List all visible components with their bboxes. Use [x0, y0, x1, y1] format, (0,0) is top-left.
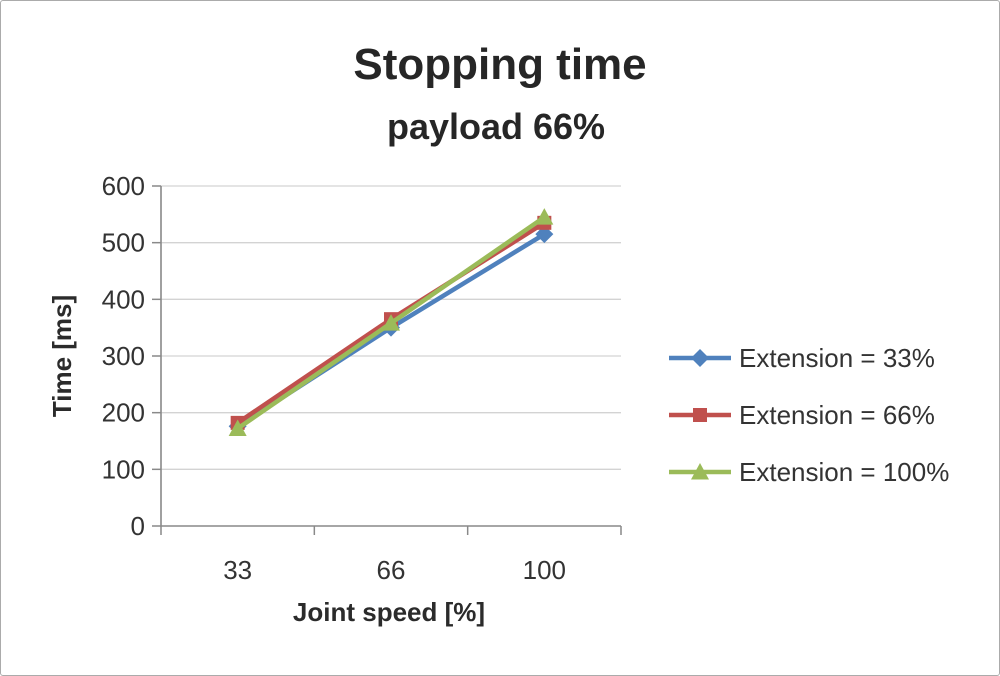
y-tick-label: 300 — [102, 341, 145, 371]
legend: Extension = 33% Extension = 66% Extension … — [669, 343, 949, 487]
x-tick-label: 66 — [377, 555, 406, 585]
legend-marker — [693, 408, 707, 422]
y-tick-label: 100 — [102, 454, 145, 484]
y-tick-label: 500 — [102, 228, 145, 258]
axes-group — [152, 185, 622, 535]
data-point-marker — [382, 314, 400, 331]
legend-item: Extension = 66% — [669, 400, 935, 430]
legend-item: Extension = 100% — [669, 457, 949, 487]
legend-marker — [691, 463, 709, 480]
y-tick-label: 0 — [131, 511, 145, 541]
legend-label: Extension = 100% — [739, 457, 949, 487]
gridlines-group — [161, 185, 621, 470]
data-point-marker — [228, 419, 247, 437]
y-tick-label: 600 — [102, 171, 145, 201]
series-group — [228, 208, 554, 437]
legend-label: Extension = 66% — [739, 400, 935, 430]
y-tick-label: 200 — [102, 398, 145, 428]
x-axis-title: Joint speed [%] — [293, 597, 485, 627]
chart-subtitle: payload 66% — [387, 106, 605, 147]
x-tick-label: 100 — [523, 555, 566, 585]
tick-labels-group: 0 100 200 300 400 500 600 33 66 100 — [102, 171, 566, 585]
y-tick-label: 400 — [102, 284, 145, 314]
data-point-marker — [535, 208, 554, 225]
legend-label: Extension = 33% — [739, 343, 935, 373]
legend-item: Extension = 33% — [669, 343, 935, 373]
chart-title: Stopping time — [353, 40, 646, 89]
x-tick-label: 33 — [223, 555, 252, 585]
legend-marker — [691, 349, 709, 367]
y-axis-title: Time [ms] — [47, 295, 77, 417]
